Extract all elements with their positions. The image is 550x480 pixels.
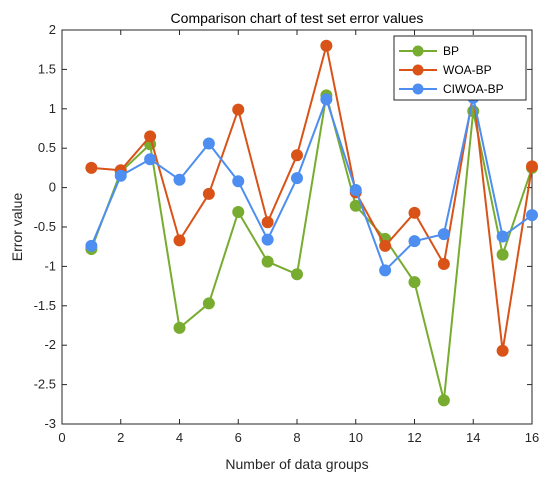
y-tick-label: -1 <box>44 258 56 273</box>
data-point-bp <box>261 255 274 268</box>
x-tick-label: 14 <box>466 430 480 445</box>
data-point-woa-bp <box>202 187 215 200</box>
data-point-bp <box>496 248 509 261</box>
data-point-ciwoa-bp <box>320 93 333 106</box>
x-tick-label: 2 <box>117 430 124 445</box>
x-tick-label: 12 <box>407 430 421 445</box>
y-tick-label: -3 <box>44 416 56 431</box>
x-tick-label: 10 <box>349 430 363 445</box>
data-point-ciwoa-bp <box>85 239 98 252</box>
y-tick-label: -2.5 <box>34 377 56 392</box>
legend-swatch-marker-bp <box>412 45 424 57</box>
data-point-bp <box>437 394 450 407</box>
data-point-ciwoa-bp <box>526 209 538 222</box>
data-point-woa-bp <box>526 160 538 173</box>
data-point-ciwoa-bp <box>261 233 274 246</box>
data-point-ciwoa-bp <box>144 153 157 166</box>
data-point-ciwoa-bp <box>408 235 421 248</box>
data-point-woa-bp <box>379 239 392 252</box>
y-tick-label: -1.5 <box>34 298 56 313</box>
y-tick-label: 1.5 <box>38 61 56 76</box>
data-point-woa-bp <box>232 103 245 116</box>
legend-label-ciwoa-bp: CIWOA-BP <box>443 82 504 96</box>
legend-swatch-marker-ciwoa-bp <box>412 83 424 95</box>
y-tick-label: -2 <box>44 337 56 352</box>
data-point-ciwoa-bp <box>291 172 303 185</box>
x-tick-label: 0 <box>58 430 65 445</box>
data-point-woa-bp <box>320 39 333 52</box>
x-tick-label: 6 <box>235 430 242 445</box>
x-tick-label: 16 <box>525 430 539 445</box>
legend-swatch-marker-woa-bp <box>412 64 424 76</box>
series-line-ciwoa-bp <box>90 96 533 272</box>
data-point-ciwoa-bp <box>496 230 509 243</box>
data-point-ciwoa-bp <box>379 264 392 277</box>
data-point-woa-bp <box>85 161 98 174</box>
data-point-bp <box>173 321 186 334</box>
data-point-bp <box>291 268 303 281</box>
x-tick-label: 4 <box>176 430 183 445</box>
legend-label-bp: BP <box>443 44 459 58</box>
data-point-ciwoa-bp <box>114 169 127 182</box>
data-point-bp <box>232 206 245 219</box>
series-line-bp <box>90 94 533 402</box>
y-tick-label: 0.5 <box>38 140 56 155</box>
data-point-woa-bp <box>437 258 450 271</box>
data-point-bp <box>202 297 215 310</box>
data-point-ciwoa-bp <box>349 183 362 196</box>
data-point-woa-bp <box>291 149 303 162</box>
legend: BP WOA-BP CIWOA-BP <box>393 35 527 101</box>
data-point-ciwoa-bp <box>173 173 186 186</box>
chart-title: Comparison chart of test set error value… <box>171 10 424 26</box>
y-tick-label: 0 <box>49 180 56 195</box>
data-point-ciwoa-bp <box>232 175 245 188</box>
data-point-ciwoa-bp <box>202 137 215 150</box>
series-ciwoa-bp <box>85 91 538 277</box>
data-point-woa-bp <box>496 344 509 357</box>
x-tick-label: 8 <box>293 430 300 445</box>
y-axis-title: Error value <box>9 193 25 262</box>
y-tick-label: 1 <box>49 101 56 116</box>
y-tick-label: -0.5 <box>34 219 56 234</box>
data-point-woa-bp <box>173 234 186 247</box>
legend-label-woa-bp: WOA-BP <box>443 63 492 77</box>
series-line-woa-bp <box>91 44 533 352</box>
data-point-woa-bp <box>261 216 274 229</box>
x-axis-title: Number of data groups <box>225 456 368 472</box>
data-point-woa-bp <box>144 130 157 143</box>
y-tick-label: 2 <box>49 22 56 37</box>
data-point-woa-bp <box>408 206 421 219</box>
data-point-ciwoa-bp <box>437 228 450 241</box>
data-point-bp <box>408 276 421 289</box>
